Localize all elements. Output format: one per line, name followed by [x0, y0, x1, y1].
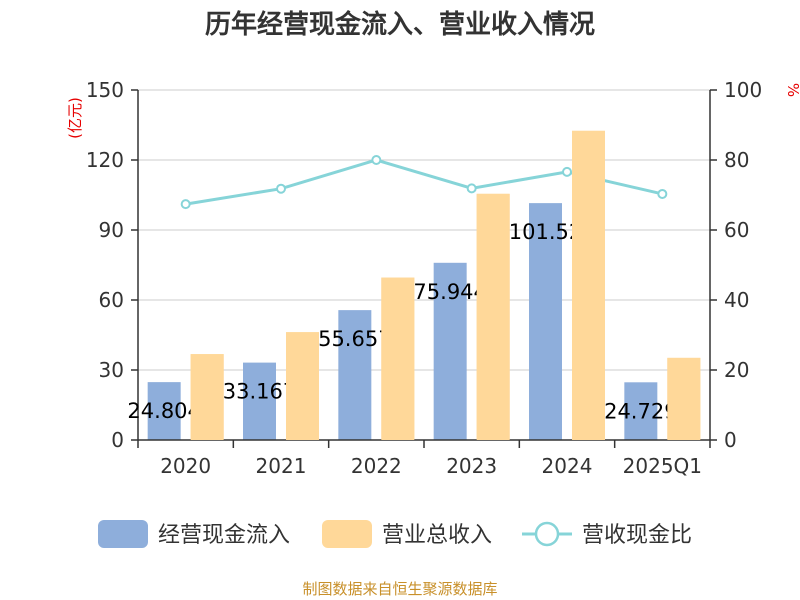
bar-value-label: 75.944 — [413, 280, 486, 304]
bar-cash-inflow — [433, 262, 467, 440]
ratio-point — [562, 166, 572, 177]
left-tick-label: 60 — [99, 288, 124, 312]
source-note: 制图数据来自恒生聚源数据库 — [302, 580, 497, 598]
right-tick-label: 100 — [724, 78, 762, 102]
grid-lines — [138, 89, 710, 371]
bar-cash-inflow — [243, 362, 276, 440]
bar-cash-inflow — [338, 310, 372, 440]
bar-revenue-overlay — [286, 332, 319, 440]
left-axis-unit: (亿元) — [66, 97, 84, 139]
data-labels: 24.804 33.167 55.657 75.944 101.52 24.729 — [127, 130, 701, 441]
bar-value-label: 101.52 — [509, 220, 582, 244]
bar-cash-inflow — [624, 382, 658, 440]
left-tick-label: 30 — [99, 358, 124, 382]
legend-label: 营收现金比 — [582, 523, 692, 548]
bar-value-label: 24.729 — [604, 399, 677, 423]
x-tick-label: 2025Q1 — [623, 454, 702, 478]
chart-title: 历年经营现金流入、营业收入情况 — [205, 9, 595, 40]
legend-label: 经营现金流入 — [158, 523, 290, 548]
bar-cash-inflow — [529, 203, 562, 440]
right-tick-label: 20 — [724, 358, 749, 382]
x-tick-label: 2023 — [446, 454, 497, 478]
legend-marker — [534, 521, 560, 547]
bar-revenue-overlay — [190, 354, 224, 440]
ratio-point — [466, 183, 477, 194]
ratio-point — [371, 155, 382, 165]
x-tick-label: 2020 — [160, 454, 211, 478]
ratio-point — [276, 183, 286, 194]
bar-value-label: 24.804 — [127, 399, 200, 423]
left-tick-label: 90 — [99, 218, 124, 242]
bar-revenue-overlay — [381, 277, 415, 440]
bar-revenue-overlay — [476, 193, 510, 440]
bar-value-label: 33.167 — [223, 380, 296, 404]
legend: 经营现金流入 营业总收入 营收现金比 — [98, 520, 692, 548]
left-tick-label: 150 — [86, 78, 124, 102]
axes: 0 30 60 90 120 150 0 20 40 60 80 100 2020 2021 2022 202… — [86, 78, 762, 478]
right-axis-unit: % — [784, 83, 800, 97]
right-tick-label: 60 — [724, 218, 749, 242]
x-tick-label: 2021 — [256, 454, 307, 478]
right-tick-label: 40 — [724, 288, 749, 312]
legend-swatch — [98, 520, 148, 548]
left-tick-label: 120 — [86, 148, 124, 172]
right-tick-label: 80 — [724, 148, 749, 172]
bar-value-label: 55.657 — [318, 327, 391, 351]
ratio-point — [657, 188, 668, 199]
right-tick-label: 0 — [724, 428, 737, 452]
bar-cash-inflow — [147, 382, 181, 440]
left-tick-label: 0 — [111, 428, 124, 452]
x-tick-label: 2024 — [542, 454, 593, 478]
ratio-point — [180, 199, 191, 210]
bar-revenue-overlay — [572, 130, 605, 441]
legend-swatch — [322, 520, 372, 548]
bar-revenue-overlay — [667, 357, 701, 440]
x-tick-label: 2022 — [351, 454, 402, 478]
legend-label: 营业总收入 — [382, 523, 492, 548]
